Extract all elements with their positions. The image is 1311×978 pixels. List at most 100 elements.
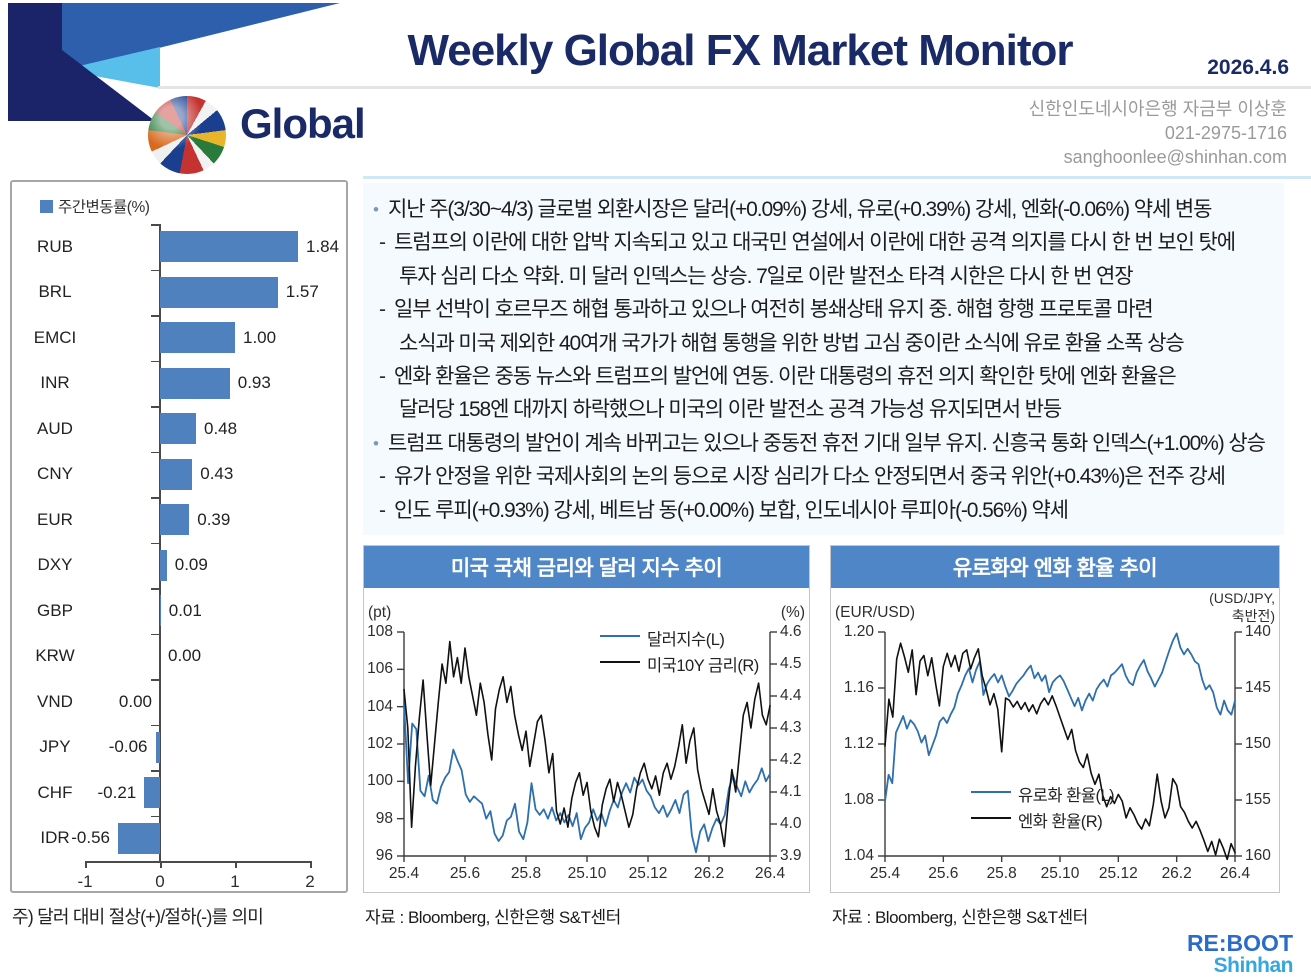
x-axis-tick bbox=[160, 861, 162, 868]
category-axis-tick bbox=[151, 406, 159, 408]
bar-category-label: IDR bbox=[40, 828, 70, 848]
chart2-source: 자료 : Bloomberg, 신한은행 S&T센터 bbox=[832, 908, 1088, 927]
bar bbox=[160, 276, 278, 308]
bar-chart-footnote: 주) 달러 대비 절상(+)/절하(-)를 의미 bbox=[12, 907, 264, 927]
bar-category-axis bbox=[159, 224, 161, 861]
left-axis-tick-label: 96 bbox=[375, 847, 393, 864]
report-date: 2026.4.6 bbox=[1207, 56, 1289, 79]
left-axis-tick-label: 100 bbox=[367, 772, 393, 790]
reboot-shinhan-logo: RE:BOOT Shinhan bbox=[1187, 932, 1294, 977]
bar-category-label: BRL bbox=[38, 282, 72, 302]
right-axis-unit: (USD/JPY, bbox=[1209, 590, 1275, 606]
category-axis-tick bbox=[151, 815, 159, 817]
weekly-change-bar-panel: 주간변동률(%) RUB 1.84 BRL 1.57 EMCI 1.00 INR 0.93 AUD… bbox=[10, 180, 348, 893]
category-axis-tick bbox=[151, 269, 159, 271]
category-axis-tick bbox=[151, 315, 159, 317]
dash-marker: - bbox=[379, 365, 386, 389]
contact-divider bbox=[363, 176, 1311, 179]
contact-email[interactable]: sanghoonlee@shinhan.com bbox=[1063, 146, 1287, 167]
bar-value-label: 0.48 bbox=[204, 418, 238, 438]
bullet-line: 달러당 158엔 대까지 하락했으나 미국의 이란 발전소 공격 가능성 유지되… bbox=[372, 393, 1277, 426]
chart1-source: 자료 : Bloomberg, 신한은행 S&T센터 bbox=[365, 908, 621, 927]
bullet-line: • 지난 주(3/30~4/3) 글로벌 외환시장은 달러(+0.09%) 강세,… bbox=[372, 193, 1277, 226]
bar bbox=[155, 731, 160, 763]
bar bbox=[160, 595, 161, 627]
bullet-text: 달러당 158엔 대까지 하락했으나 미국의 이란 발전소 공격 가능성 유지되… bbox=[399, 398, 1062, 422]
x-axis-tick bbox=[310, 861, 312, 868]
bar-category-label: KRW bbox=[35, 646, 75, 666]
bar-category-label: GBP bbox=[37, 600, 73, 620]
x-axis-tick-label: 25.12 bbox=[628, 865, 668, 882]
legend-line-sample bbox=[971, 817, 1011, 819]
dash-marker: - bbox=[379, 498, 386, 522]
bar-value-label: 0.39 bbox=[197, 509, 231, 529]
x-axis-tick-label: 25.8 bbox=[510, 865, 542, 882]
right-axis-tick-label: 4.2 bbox=[780, 751, 802, 768]
bullet-line: 투자 심리 다소 약화. 미 달러 인덱스는 상승. 7일로 이란 발전소 타격… bbox=[372, 260, 1277, 293]
bar bbox=[160, 549, 167, 581]
x-axis-tick-label: 26.4 bbox=[1219, 865, 1251, 882]
chart-us-rate-dollar-index: 미국 국채 금리와 달러 지수 추이 108 106 104 102 100 98 96 4.… bbox=[363, 545, 810, 893]
bar bbox=[118, 822, 160, 854]
category-axis-tick bbox=[151, 497, 159, 499]
right-axis-tick-label: 160 bbox=[1245, 847, 1271, 864]
x-axis-tick-label: 0 bbox=[155, 872, 165, 891]
bullet-text: 엔화 환율은 중동 뉴스와 트럼프의 발언에 연동. 이란 대통령의 휴전 의지… bbox=[394, 365, 1177, 389]
left-axis-tick-label: 102 bbox=[367, 735, 393, 752]
chart2-title: 유로화와 엔화 환율 추이 bbox=[831, 546, 1279, 588]
dash-marker: - bbox=[379, 231, 386, 255]
contact-phone: 021-2975-1716 bbox=[1164, 122, 1287, 143]
bar bbox=[160, 367, 230, 399]
bar-value-label: -0.21 bbox=[97, 782, 137, 802]
x-axis-tick-label: 2 bbox=[305, 872, 315, 891]
left-axis-tick-label: 108 bbox=[367, 623, 393, 640]
right-axis-tick-label: 4.5 bbox=[780, 655, 802, 672]
legend-series-label: 유로화 환율(L) bbox=[1018, 787, 1115, 805]
bar-value-label: 1.84 bbox=[306, 236, 340, 256]
right-axis-tick-label: 4.3 bbox=[780, 719, 802, 736]
left-axis-tick-label: 104 bbox=[367, 697, 393, 715]
bar bbox=[160, 504, 190, 536]
bullet-text: 투자 심리 다소 약화. 미 달러 인덱스는 상승. 7일로 이란 발전소 타격… bbox=[399, 264, 1134, 288]
bar-category-label: CNY bbox=[37, 464, 73, 484]
category-axis-tick bbox=[151, 542, 159, 544]
bullet-line: - 유가 안정을 위한 국제사회의 논의 등으로 시장 심리가 다소 안정되면서 … bbox=[372, 460, 1277, 493]
x-axis-tick-label: 25.8 bbox=[986, 865, 1017, 882]
bar bbox=[160, 413, 196, 445]
legend-line-sample bbox=[600, 661, 640, 663]
chart2-canvas: 1.20 1.16 1.12 1.08 1.04 140 145 150 155 160 25.4 2… bbox=[831, 588, 1279, 892]
bar-value-label: 0.09 bbox=[174, 555, 208, 575]
bar bbox=[160, 458, 193, 490]
chart1-title: 미국 국채 금리와 달러 지수 추이 bbox=[364, 546, 809, 588]
bar-value-label: 1.00 bbox=[243, 327, 277, 347]
left-axis-tick-label: 106 bbox=[367, 660, 393, 678]
category-axis-tick bbox=[151, 679, 159, 681]
bullet-line: - 트럼프의 이란에 대한 압박 지속되고 있고 대국민 연설에서 이란에 대한 … bbox=[372, 226, 1277, 259]
section-label-global: Global bbox=[240, 100, 366, 147]
left-axis-tick-label: 98 bbox=[375, 809, 393, 827]
stray-mark: . bbox=[1302, 477, 1307, 482]
left-axis-unit: (EUR/USD) bbox=[835, 604, 916, 621]
category-axis-tick bbox=[151, 224, 159, 226]
x-axis-tick-label: 25.10 bbox=[1040, 865, 1080, 882]
bar-category-label: EUR bbox=[37, 509, 73, 529]
bullet-line: 소식과 미국 제외한 40여개 국가가 해협 통행을 위한 방법 고심 중이란 … bbox=[372, 327, 1277, 360]
x-axis-tick-label: 25.12 bbox=[1098, 865, 1138, 882]
dash-marker: - bbox=[379, 298, 386, 322]
category-axis-tick bbox=[151, 770, 159, 772]
x-axis-tick-label: 25.6 bbox=[928, 865, 959, 882]
legend-series-label: 미국10Y 금리(R) bbox=[647, 657, 759, 675]
bar bbox=[160, 322, 235, 354]
legend-series-label: 달러지수(L) bbox=[647, 631, 725, 649]
category-axis-tick bbox=[151, 633, 159, 635]
x-axis-tick bbox=[85, 861, 87, 868]
bar-category-label: VND bbox=[37, 691, 73, 711]
bullet-line: • 트럼프 대통령의 발언이 계속 바뀌고는 있으나 중동전 휴전 기대 일부 유… bbox=[372, 427, 1277, 460]
bar-category-label: INR bbox=[40, 373, 70, 393]
bar-value-label: 0.93 bbox=[237, 373, 271, 393]
dash-marker: - bbox=[379, 465, 386, 489]
page-title: Weekly Global FX Market Monitor bbox=[407, 26, 1074, 75]
right-axis-tick-label: 150 bbox=[1245, 735, 1271, 752]
bullet-text: 지난 주(3/30~4/3) 글로벌 외환시장은 달러(+0.09%) 강세, … bbox=[388, 198, 1212, 221]
